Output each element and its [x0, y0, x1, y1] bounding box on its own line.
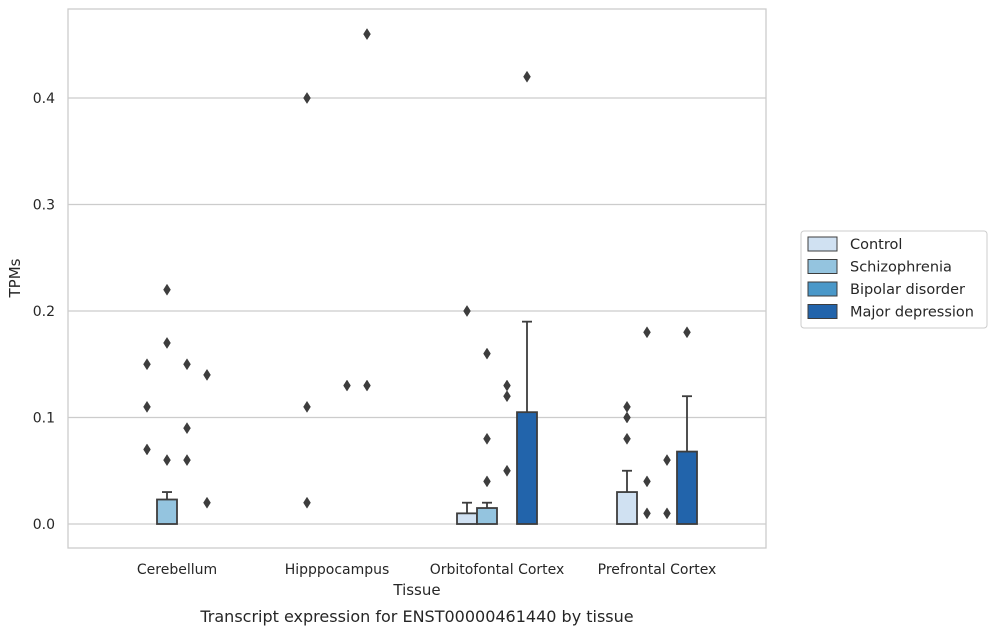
bar	[476, 507, 498, 525]
outlier-point	[643, 475, 651, 488]
outlier-point	[463, 305, 471, 317]
y-tick-label: 0.3	[33, 198, 55, 214]
legend-swatch	[807, 236, 838, 252]
y-tick-label: 0.1	[33, 411, 55, 427]
legend-label: Schizophrenia	[850, 260, 952, 276]
figure-caption: Transcript expression for ENST0000046144…	[199, 607, 633, 626]
legend-swatch	[807, 259, 838, 274]
bars	[156, 411, 698, 525]
x-tick-label: Cerebellum	[137, 562, 217, 578]
x-tick-label: Hipppocampus	[285, 562, 390, 578]
legend-label: Bipolar disorder	[850, 282, 965, 298]
outlier-point	[203, 368, 211, 381]
y-tick-label: 0.0	[33, 517, 55, 533]
bar	[456, 512, 478, 525]
outlier-point	[183, 422, 191, 435]
outlier-point	[363, 379, 371, 392]
outlier-point	[503, 379, 511, 392]
outlier-point	[143, 400, 151, 413]
error-bars	[162, 320, 692, 514]
outlier-point	[503, 390, 511, 403]
x-tick-labels: Cerebellum Hipppocampus Orbitofontal Corte…	[137, 562, 716, 578]
x-tick-label: Orbitofontal Cortex	[430, 562, 565, 578]
x-tick-label: Prefrontal Cortex	[598, 562, 717, 578]
y-tick-label: 0.2	[33, 304, 55, 320]
bar	[156, 498, 178, 525]
outlier-point	[143, 358, 151, 371]
outlier-point	[303, 400, 311, 413]
outlier-point	[183, 454, 191, 467]
outlier-point	[163, 283, 171, 296]
outlier-point	[203, 496, 211, 509]
gridlines	[68, 97, 766, 525]
outlier-point	[303, 496, 311, 509]
outlier-point	[663, 507, 671, 520]
bar	[616, 491, 638, 525]
outlier-point	[363, 28, 371, 41]
outlier-point	[163, 454, 171, 467]
outlier-point	[503, 464, 511, 477]
outlier-point	[483, 475, 491, 488]
outlier-point	[663, 454, 671, 467]
legend-swatch	[807, 281, 838, 297]
outlier-point	[683, 326, 691, 339]
outlier-point	[483, 432, 491, 445]
outlier-point	[343, 379, 351, 392]
outlier-point	[163, 336, 171, 349]
legend-label: Major depression	[850, 305, 974, 321]
legend-swatch	[807, 304, 838, 319]
y-axis-label: TPMs	[6, 258, 24, 298]
outlier-points	[143, 28, 691, 520]
outlier-point	[623, 411, 631, 424]
outlier-point	[623, 432, 631, 445]
bar	[516, 411, 538, 525]
legend-label: Control	[850, 237, 902, 253]
outlier-point	[643, 326, 651, 339]
outlier-point	[483, 347, 491, 360]
outlier-point	[183, 358, 191, 371]
outlier-point	[523, 70, 531, 83]
x-axis-label: Tissue	[392, 581, 440, 599]
y-tick-labels: 0.0 0.1 0.2 0.3 0.4	[33, 91, 55, 533]
legend-frame	[800, 230, 988, 329]
outlier-point	[643, 507, 651, 520]
legend: Control Schizophrenia Bipolar disorder Majo…	[800, 230, 988, 329]
y-tick-label: 0.4	[33, 91, 55, 107]
plot-area-frame	[67, 8, 767, 549]
outlier-point	[303, 92, 311, 104]
outlier-point	[623, 400, 631, 413]
bar	[676, 450, 698, 525]
outlier-point	[143, 443, 151, 456]
